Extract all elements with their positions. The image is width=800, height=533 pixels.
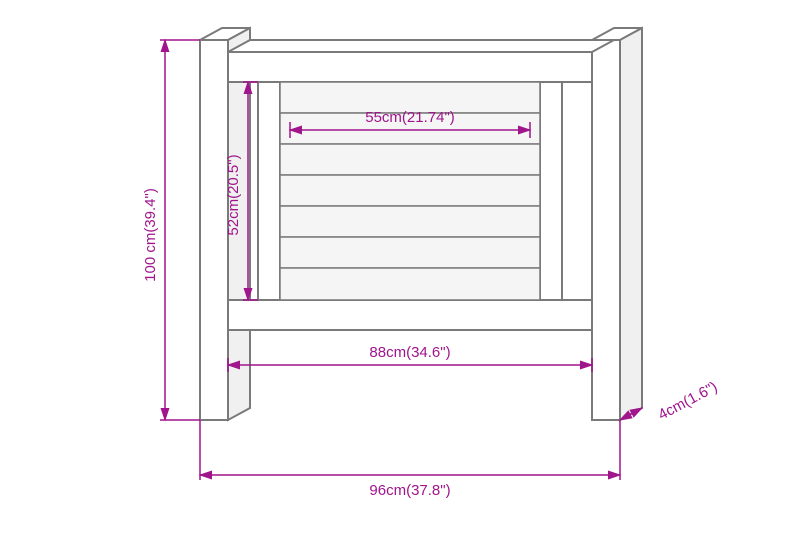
label-total-width: 96cm(37.8") — [369, 482, 450, 499]
label-total-height: 100 cm(39.4") — [142, 188, 159, 282]
dim-inner-width: 88cm(34.6") — [228, 344, 592, 372]
right-post — [592, 28, 642, 420]
label-inner-height: 52cm(20.5") — [225, 154, 242, 235]
dimension-diagram: 100 cm(39.4") 52cm(20.5") 55cm(21.74") 8… — [0, 0, 800, 533]
dim-total-width: 96cm(37.8") — [200, 420, 620, 499]
bottom-rail — [228, 300, 592, 330]
inner-right-stile — [540, 82, 562, 300]
label-slat-width: 55cm(21.74") — [365, 109, 455, 126]
dim-total-height: 100 cm(39.4") — [142, 40, 200, 420]
inner-left-stile — [258, 82, 280, 300]
headboard — [200, 28, 642, 420]
top-rail — [228, 40, 614, 82]
label-depth: 4cm(1.6") — [655, 378, 720, 423]
label-inner-width: 88cm(34.6") — [369, 344, 450, 361]
